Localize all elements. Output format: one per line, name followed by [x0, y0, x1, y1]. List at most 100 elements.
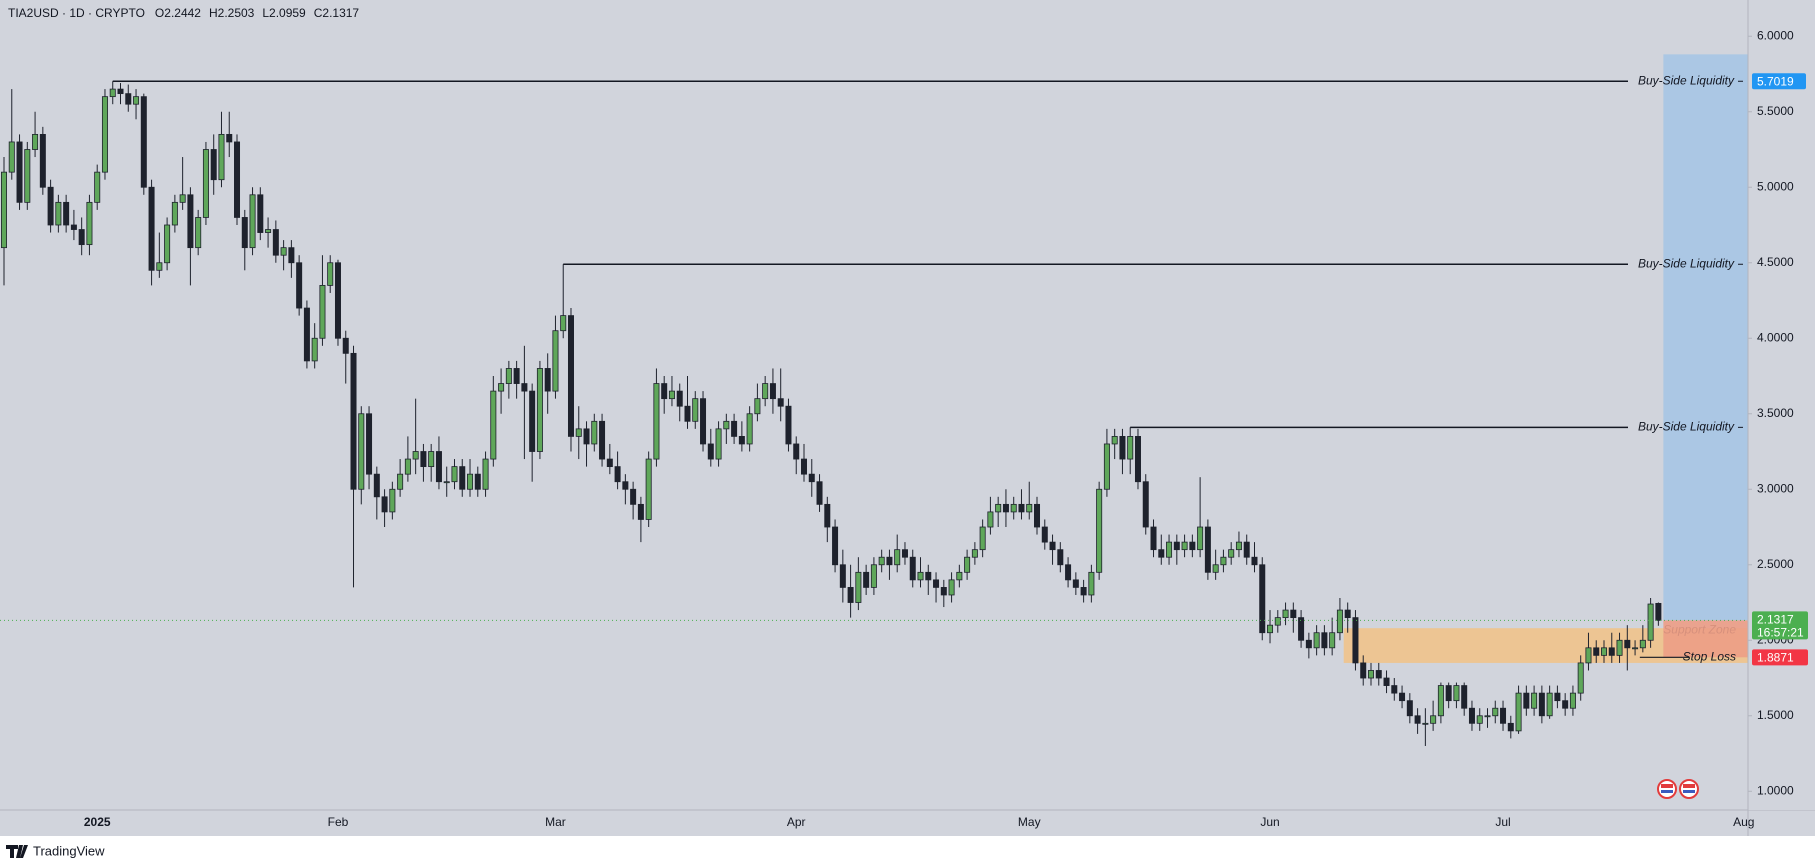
candle-body — [1352, 617, 1359, 664]
candle-body — [16, 141, 23, 203]
candle-body — [164, 224, 171, 264]
candle-body — [1259, 564, 1266, 634]
candle-body — [536, 368, 543, 452]
candle-body — [1655, 602, 1662, 621]
candle-body — [125, 93, 132, 105]
candle-body — [746, 413, 753, 445]
candle-body — [226, 133, 233, 143]
candle-body — [637, 503, 644, 520]
x-tick-label: May — [1018, 815, 1041, 829]
footer-background — [0, 836, 1815, 865]
symbol: TIA2USD · 1D · CRYPTO — [8, 6, 145, 20]
candle-body — [808, 473, 815, 483]
candle-body — [769, 383, 776, 400]
candle-body — [933, 579, 940, 588]
candle-body — [894, 549, 901, 566]
candle-body — [1096, 488, 1103, 573]
candle-body — [1305, 639, 1312, 649]
candle-body — [443, 481, 450, 484]
candle-body — [614, 466, 621, 483]
candle-body — [171, 201, 178, 226]
candle-body — [1531, 692, 1538, 709]
candle-body — [1639, 639, 1646, 649]
candle-body — [1049, 541, 1056, 551]
candle-body — [715, 428, 722, 460]
flag-stripe — [1683, 784, 1695, 788]
y-tick-label: 4.5000 — [1757, 255, 1794, 269]
candle-body — [342, 337, 349, 354]
stop-zone — [1663, 620, 1748, 658]
candle-body — [723, 420, 730, 430]
event-flags — [1657, 779, 1699, 799]
candle-body — [754, 398, 761, 415]
flag-icon — [1679, 779, 1699, 799]
candle-body — [94, 171, 101, 203]
candle-body — [366, 413, 373, 475]
candle-body — [47, 186, 54, 226]
candle-body — [1228, 549, 1235, 558]
candle-body — [909, 556, 916, 581]
candle-body — [1243, 541, 1250, 558]
candle-body — [1608, 647, 1615, 656]
candle-body — [1321, 632, 1328, 649]
candle-body — [467, 473, 474, 490]
header: TIA2USD · 1D · CRYPTO O2.2442 H2.2503 L2.09… — [8, 6, 359, 20]
candle-body — [1103, 443, 1110, 490]
candle-body — [964, 556, 971, 573]
candle-body — [311, 337, 318, 362]
candle-body — [1212, 564, 1219, 573]
price-axis: 6.0000 5.5000 5.0000 4.5000 4.0000 3.5000 3.00… — [1747, 0, 1815, 836]
candle-body — [886, 556, 893, 566]
candle-body — [288, 247, 295, 264]
candle-body — [156, 262, 163, 271]
candle-body — [575, 428, 582, 437]
candle-body — [653, 383, 660, 460]
candle-body — [86, 201, 93, 246]
candle-body — [1251, 556, 1258, 566]
flag-stripe — [1661, 790, 1673, 793]
candle-body — [1593, 647, 1600, 656]
candle-body — [645, 458, 652, 520]
candle-body — [39, 133, 46, 188]
y-tick-label: 5.5000 — [1757, 104, 1794, 118]
candle-body — [917, 571, 924, 581]
candle-body — [202, 149, 209, 218]
candle-body — [63, 201, 70, 226]
liquidity-label: Buy-Side Liquidity — [1638, 73, 1735, 87]
candle-body — [855, 571, 862, 603]
candle-body — [8, 141, 15, 173]
candle-body — [599, 420, 606, 460]
stop-loss-label: Stop Loss — [1683, 649, 1736, 663]
candle-body — [1166, 541, 1173, 558]
candle-body — [1515, 692, 1522, 732]
candle-body — [1197, 526, 1204, 551]
candle-body — [1204, 526, 1211, 573]
price-tag — [1752, 611, 1808, 640]
candle-body — [1235, 541, 1242, 551]
y-tick-label: 2.5000 — [1757, 557, 1794, 571]
candle-body — [1026, 503, 1033, 513]
ohlc-prefix: L — [262, 6, 269, 20]
x-tick-label: Mar — [545, 815, 566, 829]
brand-logo — [6, 845, 28, 858]
candle-body — [218, 133, 225, 181]
candle-body — [428, 451, 435, 468]
candle-body — [1189, 541, 1196, 551]
candle-body — [1437, 685, 1444, 717]
ohlc-value: 2.2442 — [164, 6, 201, 20]
candle-body — [1173, 541, 1180, 551]
target-zone — [1663, 54, 1748, 621]
level-price-tag-text: 5.7019 — [1757, 74, 1794, 88]
candle-body — [668, 390, 675, 400]
candle-body — [1616, 639, 1623, 656]
candle-body — [1562, 700, 1569, 709]
chart-background — [0, 0, 1815, 836]
price-tag-countdown: 16:57:21 — [1757, 626, 1804, 640]
candle-body — [109, 88, 116, 98]
candle-body — [1041, 526, 1048, 543]
candle-body — [1375, 670, 1382, 679]
x-tick-label: 2025 — [84, 815, 111, 829]
candle-body — [560, 315, 567, 332]
